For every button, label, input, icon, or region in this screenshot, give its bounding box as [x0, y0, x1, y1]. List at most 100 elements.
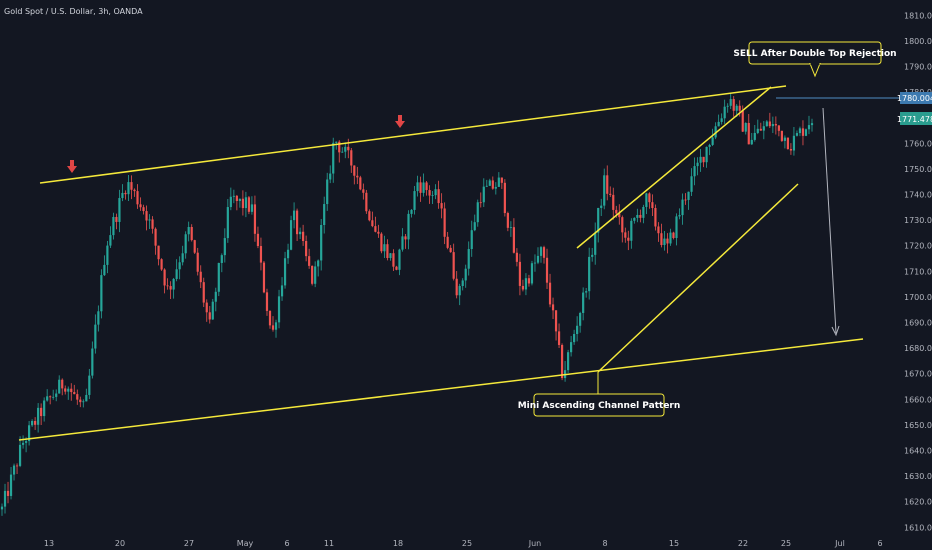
candle-body: [3, 490, 7, 507]
candle-body: [341, 151, 344, 153]
candle-body: [720, 118, 723, 122]
candle-body: [735, 105, 738, 111]
candle-body: [133, 189, 136, 192]
candle-body: [299, 231, 302, 235]
candle-body: [681, 199, 684, 216]
mini-channel-lower-line[interactable]: [597, 183, 799, 373]
y-tick-label: 1660.000: [904, 395, 932, 404]
candle-body: [15, 465, 19, 467]
candle-body: [461, 280, 464, 287]
trendlines: [18, 85, 864, 441]
candle-body: [380, 233, 383, 252]
candle-body: [594, 232, 597, 255]
candle-body: [708, 144, 711, 147]
y-tick-label: 1810.000: [904, 11, 932, 20]
candle-body: [633, 217, 636, 221]
candle-body: [211, 301, 214, 320]
candle-body: [654, 208, 657, 227]
candle-body: [277, 296, 281, 323]
y-tick-label: 1710.000: [904, 267, 932, 276]
candle-body: [627, 237, 630, 241]
candle-body: [40, 407, 43, 417]
candle-body: [223, 238, 226, 256]
candle-body: [395, 266, 398, 270]
candle-body: [311, 265, 314, 284]
x-tick-label: Jun: [528, 539, 542, 548]
candle-body: [476, 202, 479, 223]
candle-body: [398, 249, 401, 270]
level-price-badge: 1780.004: [897, 92, 932, 104]
price-axis[interactable]: 1610.000 1620.000 1630.000 1640.000 1650.000…: [904, 11, 932, 532]
candle-body: [672, 232, 675, 238]
candle-body: [452, 252, 455, 279]
candle-body: [103, 264, 106, 276]
candle-body: [591, 254, 594, 257]
x-tick-label: May: [237, 539, 254, 548]
candle-body: [585, 291, 588, 293]
candle-body: [214, 291, 217, 302]
y-tick-label: 1610.000: [904, 523, 932, 532]
candle-body: [780, 130, 783, 141]
candle-body: [786, 137, 790, 150]
candle-body: [488, 180, 491, 186]
candle-body: [88, 375, 91, 395]
y-tick-label: 1750.000: [904, 165, 932, 174]
candle-body: [551, 304, 555, 311]
candle-body: [693, 166, 696, 177]
candle-body: [124, 192, 127, 195]
candle-body: [329, 173, 332, 180]
candle-body: [199, 271, 202, 283]
candle-body: [524, 278, 528, 290]
candle-body: [747, 123, 750, 145]
candle-body: [795, 133, 799, 136]
candle-body: [639, 214, 642, 218]
candle-body: [738, 105, 741, 111]
candle-body: [220, 255, 223, 263]
upper-channel-line[interactable]: [39, 85, 787, 184]
candle-body: [624, 232, 627, 238]
candle-body: [64, 388, 67, 392]
candle-body: [94, 324, 97, 349]
candle-body: [118, 198, 121, 222]
candle-body: [238, 198, 241, 201]
candle-body: [750, 139, 753, 145]
candle-body: [112, 216, 115, 236]
candle-body: [485, 185, 488, 187]
candle-body: [479, 202, 482, 204]
candle-body: [759, 128, 762, 131]
candle-body: [503, 182, 506, 214]
candle-body: [314, 266, 317, 284]
candle-body: [374, 226, 377, 232]
lower-channel-line[interactable]: [18, 338, 864, 441]
candle-body: [783, 137, 786, 141]
projection-arrow[interactable]: [822, 107, 840, 337]
candle-body: [79, 399, 82, 403]
candle-body: [338, 141, 341, 153]
candle-body: [18, 444, 22, 466]
candle-body: [455, 278, 458, 296]
candle-body: [530, 263, 534, 284]
x-tick-label: 20: [115, 539, 125, 548]
candle-body: [717, 121, 720, 127]
time-axis[interactable]: 13 20 27 May 6 11 18 25 Jun 8 15 22 25 Jul 6: [44, 539, 883, 548]
candle-body: [804, 129, 808, 136]
candle-body: [705, 146, 708, 163]
candle-body: [560, 344, 564, 379]
candle-body: [73, 392, 76, 395]
candle-body: [570, 342, 573, 353]
candle-body: [618, 213, 621, 218]
candle-body: [76, 394, 79, 400]
mini-channel-upper-line[interactable]: [576, 86, 772, 249]
candle-body: [684, 199, 687, 201]
channel-callout[interactable]: Mini Ascending Channel Pattern: [518, 372, 681, 417]
candle-body: [600, 205, 603, 208]
candle-body: [732, 99, 735, 111]
candle-body: [687, 191, 690, 200]
candle-body: [696, 162, 699, 167]
chart-title: Gold Spot / U.S. Dollar, 3h, OANDA: [4, 7, 143, 16]
candle-body: [753, 132, 756, 140]
candle-body: [798, 128, 802, 134]
candle-body: [449, 247, 452, 253]
sell-callout[interactable]: SELL After Double Top Rejection: [733, 41, 897, 78]
